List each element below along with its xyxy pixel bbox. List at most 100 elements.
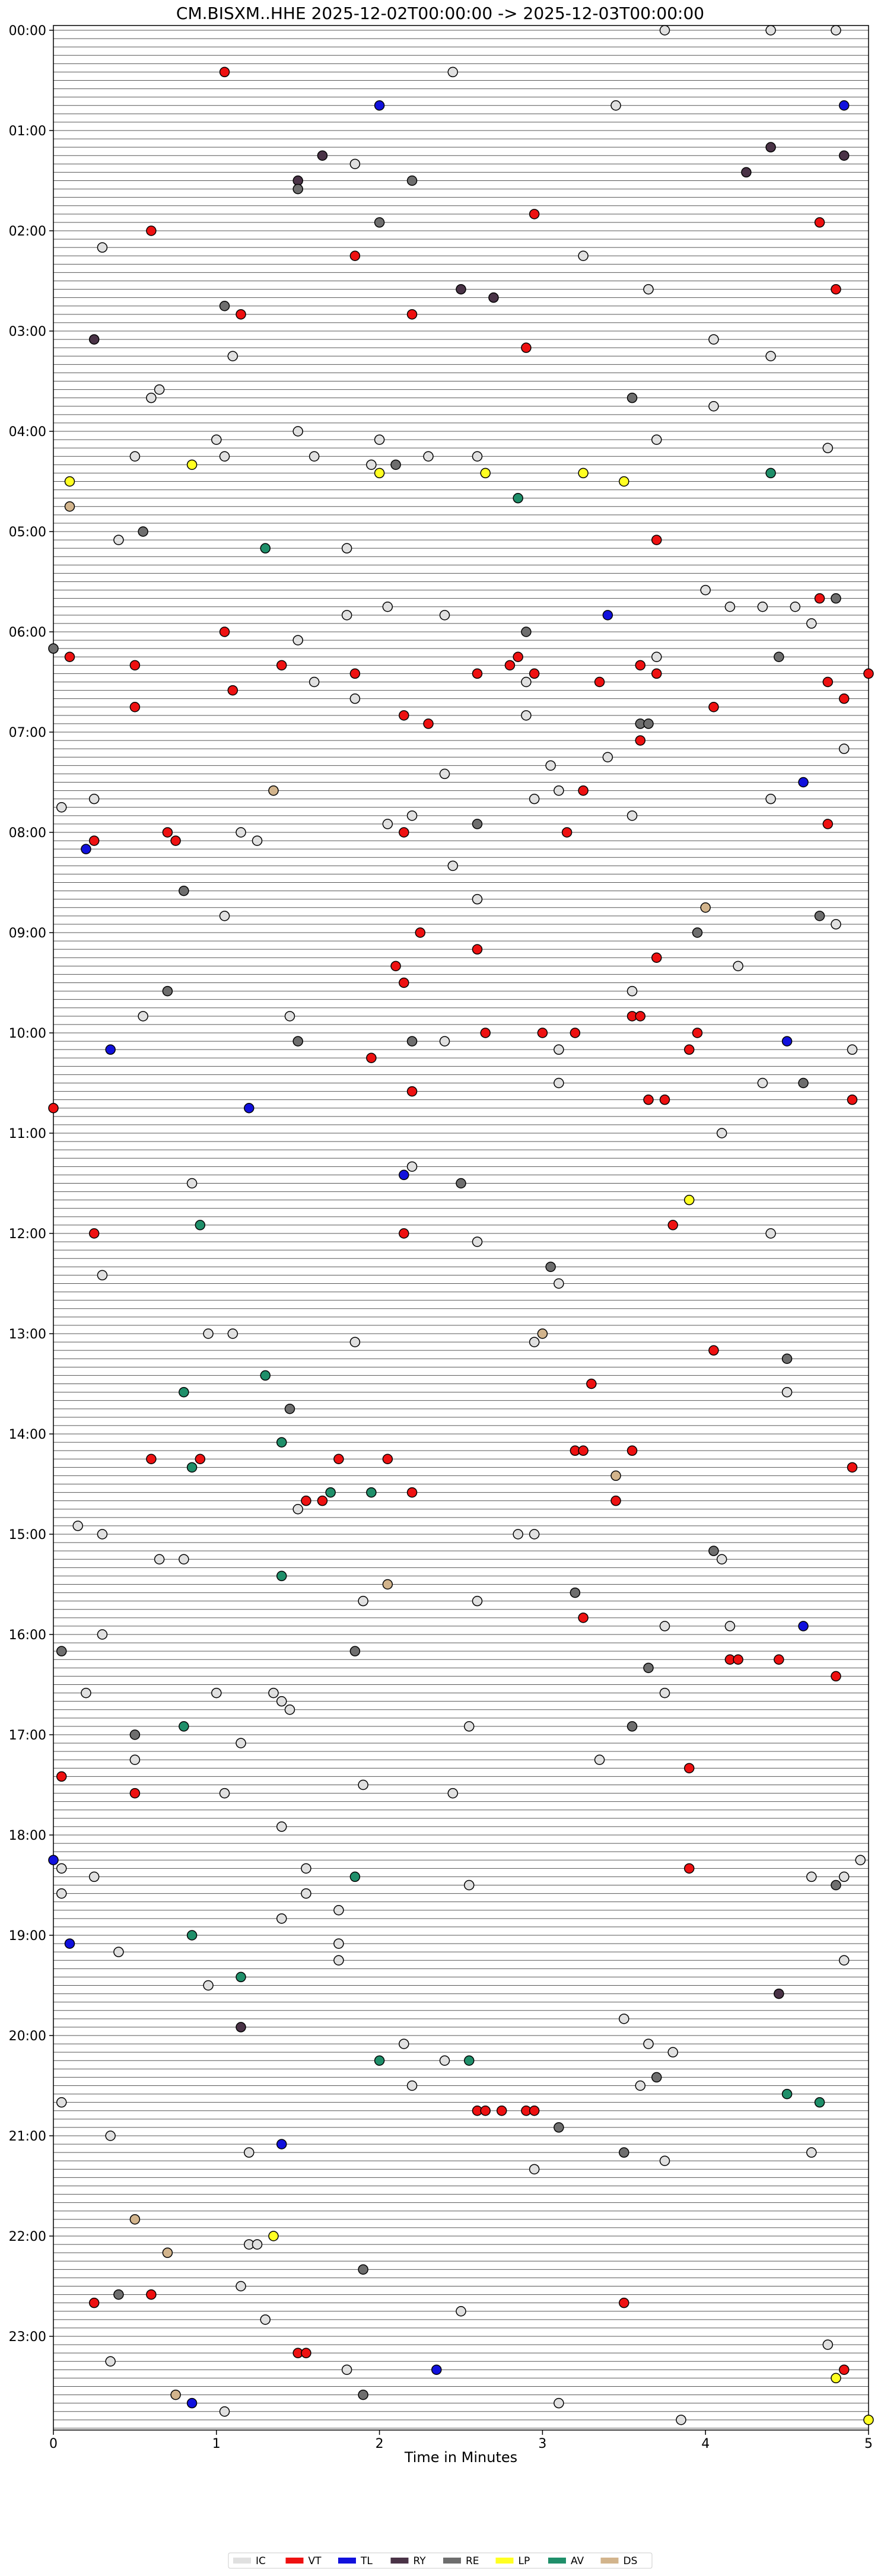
event-marker-ic — [619, 2014, 629, 2024]
event-marker-ds — [700, 902, 711, 913]
event-marker-vt — [626, 1445, 638, 1456]
event-marker-vt — [88, 1228, 100, 1239]
event-marker-ic — [765, 793, 776, 804]
event-marker-re — [113, 2289, 124, 2300]
event-marker-ic — [399, 2038, 409, 2049]
event-marker-ic — [822, 443, 834, 453]
event-marker-vt — [610, 1495, 621, 1506]
event-marker-vt — [415, 927, 426, 938]
event-marker-ic — [529, 2164, 540, 2175]
event-marker-re — [179, 885, 189, 896]
event-marker-ic — [700, 584, 711, 596]
event-marker-vt — [537, 1028, 548, 1038]
event-marker-ic — [447, 860, 459, 872]
event-marker-ic — [529, 1337, 540, 1347]
event-marker-vt — [831, 1671, 841, 1682]
event-marker-vt — [570, 1028, 581, 1038]
event-marker-ic — [88, 793, 100, 804]
event-marker-vt — [406, 1487, 418, 1498]
event-marker-vt — [774, 1654, 784, 1665]
event-marker-tl — [798, 777, 809, 788]
event-marker-vt — [276, 660, 287, 671]
event-marker-ic — [292, 426, 303, 437]
event-marker-re — [570, 1587, 581, 1598]
event-marker-tl — [374, 100, 385, 111]
event-marker-ic — [301, 1863, 311, 1874]
event-marker-ic — [610, 100, 621, 111]
event-marker-ry — [317, 150, 328, 161]
event-marker-ic — [105, 2356, 116, 2367]
event-marker-vt — [733, 1654, 743, 1665]
event-marker-vt — [578, 785, 589, 796]
event-marker-ic — [626, 985, 638, 997]
event-marker-lp — [374, 468, 385, 479]
event-marker-ic — [439, 1036, 450, 1047]
event-marker-ic — [349, 158, 361, 170]
legend-swatch-ry — [390, 2558, 409, 2564]
y-tick-label: 19:00 — [9, 1929, 46, 1944]
event-marker-re — [284, 1404, 295, 1414]
event-marker-vt — [594, 676, 605, 688]
event-marker-av — [374, 2055, 385, 2066]
event-marker-vt — [635, 660, 646, 671]
event-marker-ic — [292, 635, 303, 645]
event-marker-ic — [349, 1337, 361, 1347]
event-marker-re — [390, 459, 401, 470]
event-marker-ic — [349, 693, 361, 704]
event-marker-ds — [537, 1328, 548, 1339]
event-marker-ic — [219, 1788, 230, 1799]
event-marker-ic — [831, 25, 841, 36]
event-marker-tl — [798, 1621, 809, 1632]
event-marker-ic — [97, 1270, 108, 1281]
event-marker-ic — [129, 1754, 141, 1765]
event-marker-ic — [333, 1938, 344, 1949]
event-marker-lp — [683, 1194, 695, 1206]
event-marker-vt — [227, 685, 238, 696]
event-marker-ic — [635, 2080, 646, 2091]
event-marker-re — [798, 1077, 809, 1089]
event-marker-re — [358, 2389, 368, 2400]
event-marker-ic — [839, 1955, 850, 1966]
event-marker-ic — [341, 543, 352, 554]
event-marker-vt — [195, 1454, 206, 1464]
event-marker-vt — [839, 2364, 850, 2375]
event-marker-ic — [154, 384, 165, 395]
event-marker-ic — [626, 810, 638, 821]
event-marker-av — [179, 1386, 189, 1398]
event-marker-ic — [472, 1595, 483, 1607]
legend-label-ds: DS — [624, 2555, 638, 2567]
event-marker-re — [774, 651, 784, 662]
event-marker-ic — [301, 1888, 311, 1899]
event-marker-vt — [521, 342, 532, 353]
event-marker-ic — [659, 25, 670, 36]
event-marker-ic — [757, 602, 768, 612]
legend-label-av: AV — [571, 2555, 584, 2567]
event-marker-vt — [349, 668, 361, 679]
legend-label-ic: IC — [256, 2555, 266, 2567]
event-marker-ic — [839, 743, 850, 754]
event-marker-vt — [578, 1445, 589, 1456]
event-marker-ic — [806, 1871, 817, 1882]
event-marker-vt — [529, 209, 540, 220]
event-marker-vt — [643, 1094, 654, 1105]
event-marker-vt — [88, 835, 100, 846]
event-marker-re — [554, 2122, 564, 2133]
event-marker-vt — [399, 710, 409, 721]
y-tick-label: 00:00 — [9, 24, 46, 39]
event-marker-vt — [708, 702, 719, 713]
event-marker-ic — [659, 1621, 670, 1632]
event-marker-ic — [578, 250, 589, 261]
event-marker-vt — [146, 1454, 157, 1464]
event-marker-ic — [333, 1955, 344, 1966]
event-marker-vt — [480, 2106, 491, 2116]
event-marker-ic — [545, 760, 556, 771]
event-marker-av — [349, 1871, 361, 1882]
event-marker-ic — [97, 1529, 108, 1540]
event-marker-vt — [301, 2348, 311, 2358]
event-marker-ic — [676, 2415, 686, 2425]
event-marker-vt — [349, 250, 361, 261]
event-marker-ic — [554, 1278, 564, 1289]
event-marker-re — [472, 819, 483, 829]
x-axis-ticks: 0 1 2 3 4 5 — [49, 2430, 873, 2451]
